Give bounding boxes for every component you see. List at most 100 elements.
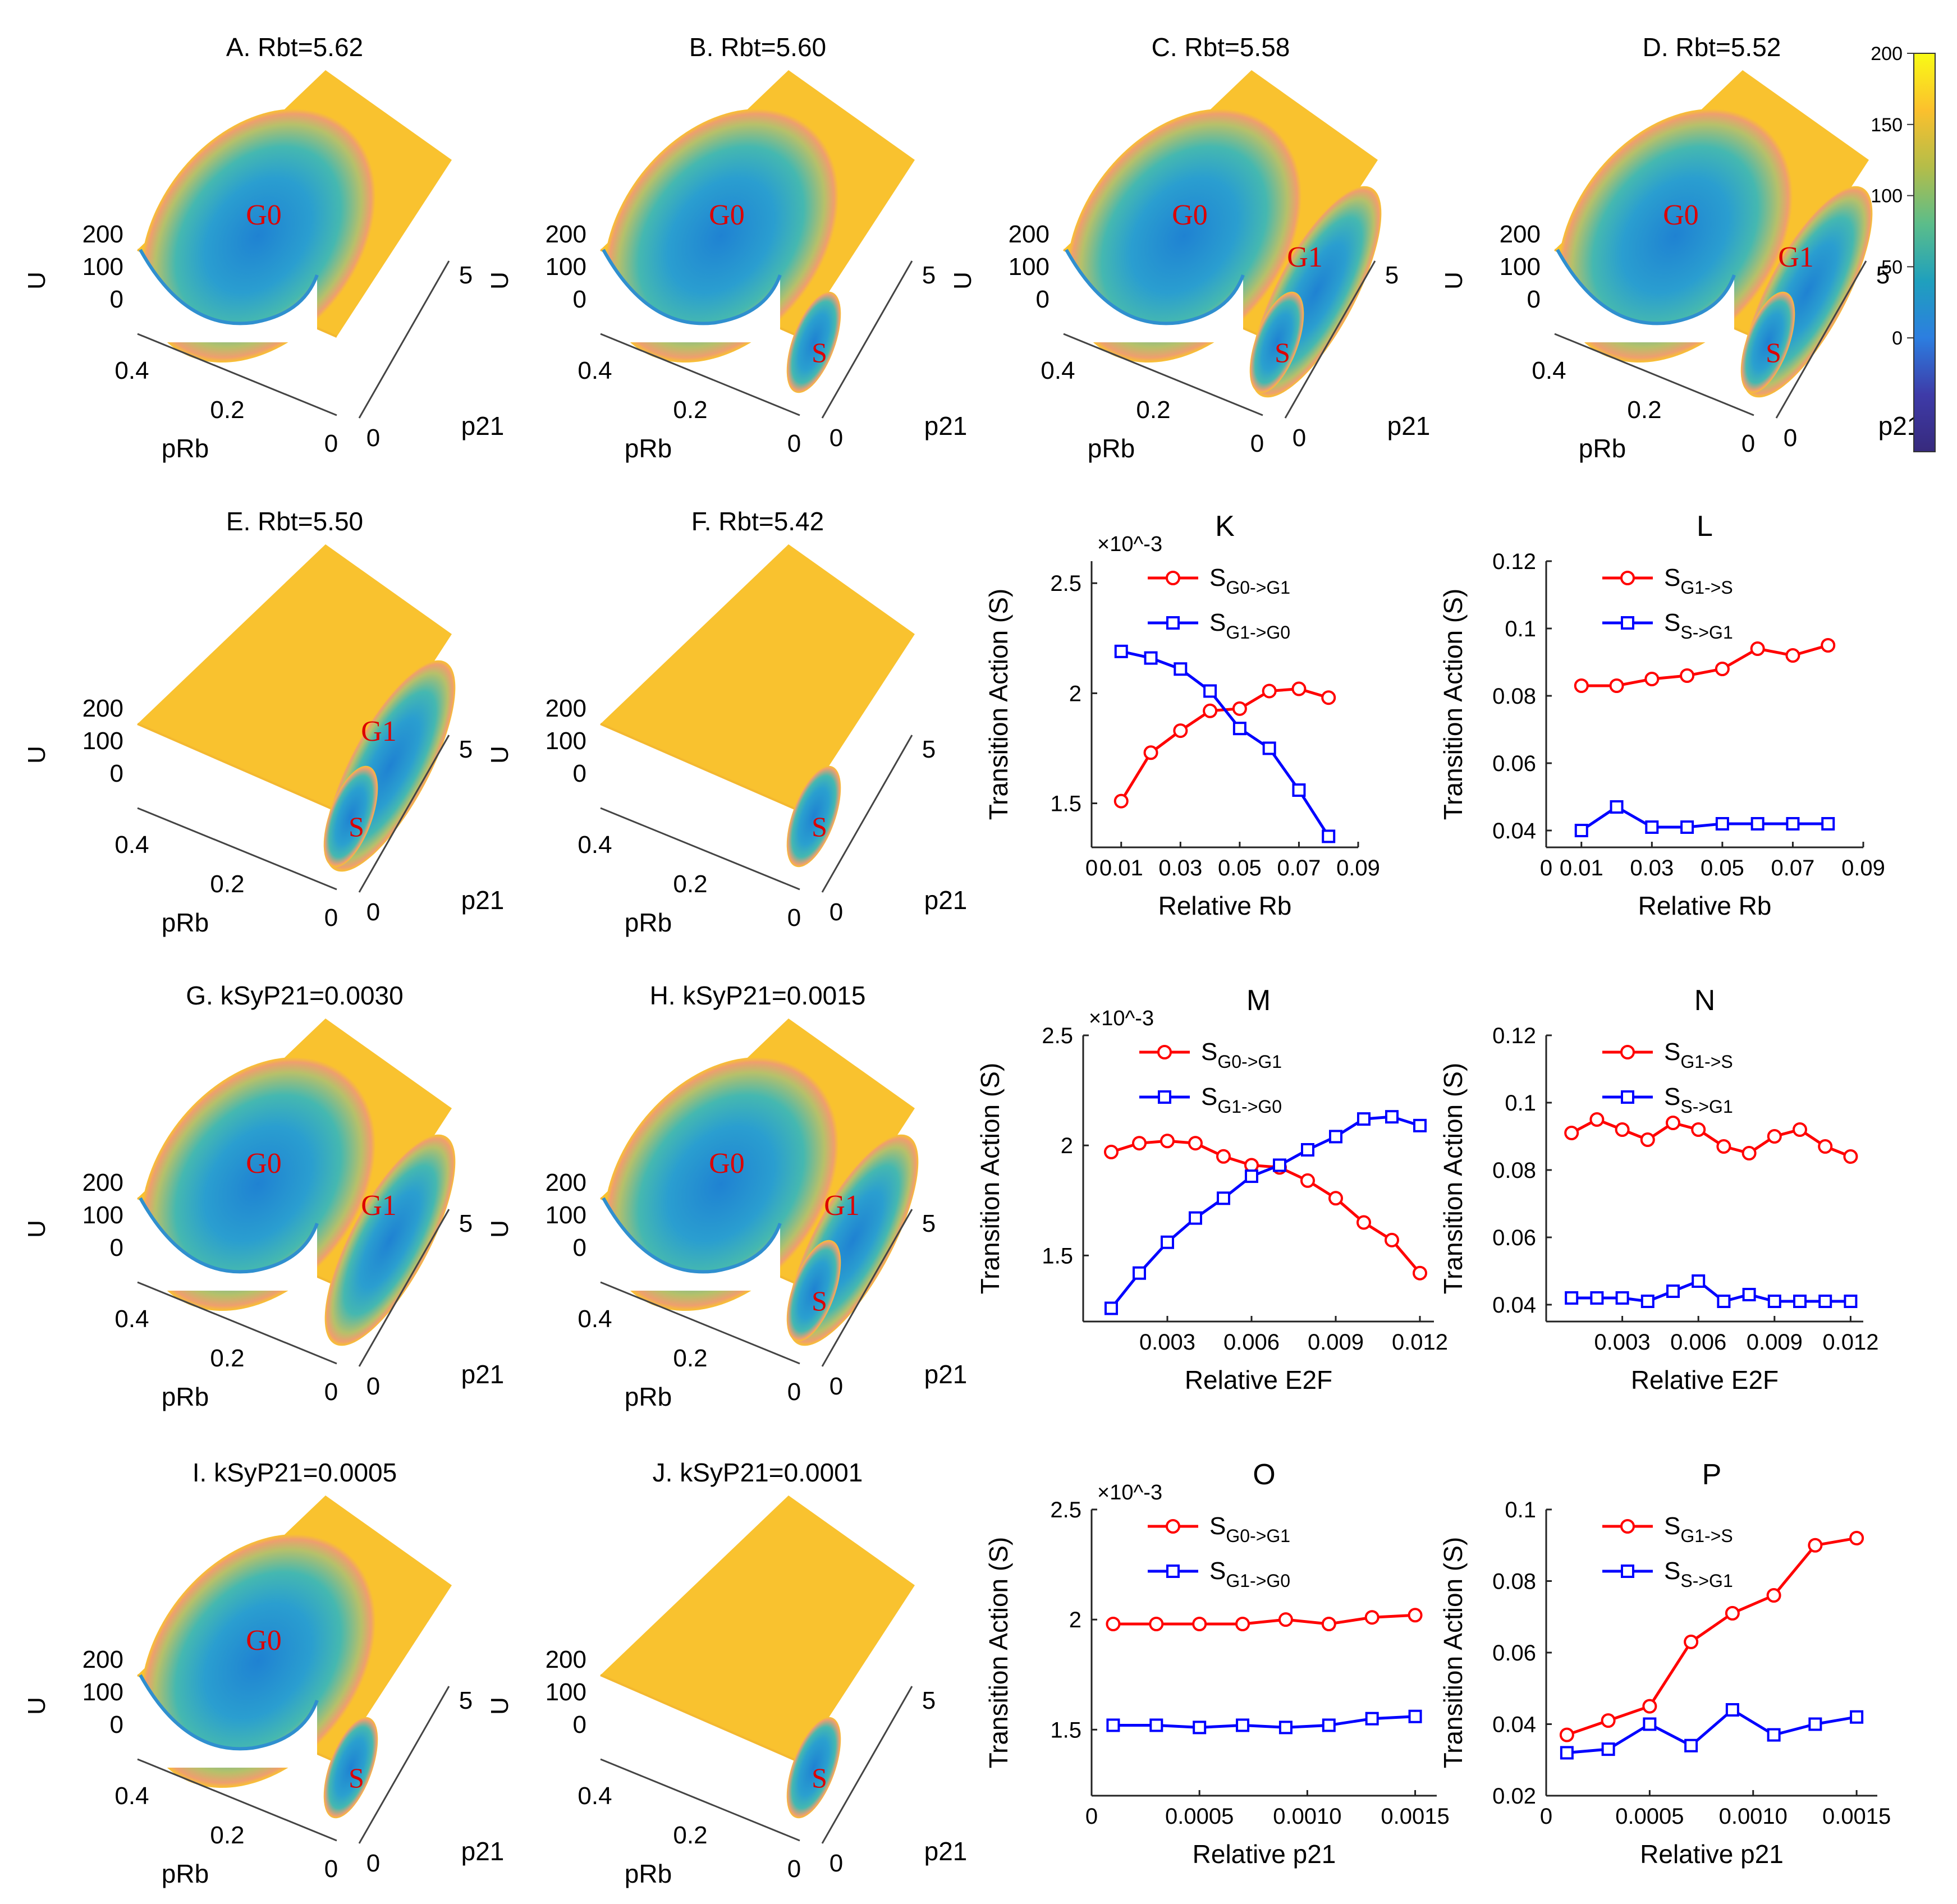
well-profile (1065, 249, 1245, 325)
series-G0->G1 (1106, 1608, 1423, 1631)
legend-marker (1621, 1090, 1634, 1104)
x-tick-label: 0.07 (1771, 856, 1815, 880)
z-axis-label: U (23, 272, 51, 290)
legend-marker (1620, 1045, 1635, 1059)
well-label-G1: G1 (361, 715, 397, 747)
data-point (1106, 1617, 1121, 1631)
y-tick: 5 (922, 261, 936, 289)
data-point (1609, 678, 1624, 693)
y-tick-label: 0.06 (1492, 1226, 1536, 1250)
y-axis-label: p21 (461, 886, 505, 915)
x-tick: 0 (324, 1378, 338, 1406)
legend-entry: SG0->G1 (1148, 564, 1290, 598)
colorbar-tick-label: 100 (1871, 186, 1903, 207)
x-tick: 0 (1250, 430, 1264, 457)
x-tick: 0 (1741, 430, 1755, 457)
panel-title: I. kSyP21=0.0005 (193, 1458, 397, 1487)
legend-marker (1621, 616, 1634, 630)
data-point (1114, 644, 1128, 658)
data-point (1216, 1149, 1231, 1164)
colorbar-tick-label: 200 (1871, 43, 1903, 65)
x-tick: 0 (787, 1855, 801, 1883)
data-point (1364, 1610, 1379, 1625)
series-S->G1 (1574, 800, 1835, 837)
data-point (1278, 1612, 1293, 1627)
y-tick: 5 (459, 1210, 473, 1237)
x-tick: 0 (787, 1378, 801, 1406)
x-axis-label: Relative p21 (1640, 1839, 1784, 1869)
pRb-axis (1063, 333, 1263, 416)
data-point (1160, 1134, 1175, 1149)
y-tick-label: 0.06 (1492, 751, 1536, 776)
z-tick: 0 (1527, 286, 1541, 313)
pRb-axis (1554, 333, 1754, 416)
data-point (1292, 783, 1306, 797)
x-tick-label: 0.006 (1223, 1330, 1280, 1355)
x-tick-label: 0.006 (1670, 1330, 1726, 1355)
well-G0 (1065, 108, 1302, 363)
legend-label: SG1->G0 (1209, 1557, 1290, 1591)
z-tick: 0 (1036, 286, 1049, 313)
z-tick: 0 (573, 1711, 586, 1738)
y-tick: 5 (459, 1687, 473, 1714)
x-tick: 0 (324, 430, 338, 457)
z-axis-label: U (486, 1220, 514, 1238)
legend-marker (1621, 1565, 1634, 1578)
z-tick: 100 (83, 727, 123, 755)
y-axis-label: p21 (924, 1837, 968, 1866)
data-point (1193, 1721, 1207, 1735)
panel-title: A. Rbt=5.62 (226, 33, 363, 62)
well-profile (602, 249, 782, 325)
chart-title: N (1694, 984, 1716, 1017)
data-point (1328, 1191, 1343, 1206)
y-axis-label: Transition Action (S) (1438, 589, 1468, 820)
p21-axis (1775, 260, 1867, 419)
x-tick-label: 0.05 (1701, 856, 1744, 880)
legend-label: SG0->G1 (1209, 1512, 1290, 1546)
data-point (1767, 1129, 1782, 1144)
data-point (1329, 1130, 1342, 1144)
data-point (1236, 1718, 1250, 1732)
chart-L: L 0.04 0.06 0.08 0.1 0.12 0 0.01 0.03 0.05 0.07 0.0… (1438, 510, 1885, 920)
data-point (1357, 1112, 1371, 1126)
data-point (1203, 703, 1218, 718)
colorbar-tick-label: 0 (1892, 328, 1903, 349)
x-tick-label: 0.01 (1560, 856, 1603, 880)
well-G1 (324, 1134, 456, 1346)
legend-entry: SG1->G0 (1148, 609, 1290, 643)
series-G0->G1 (1104, 1134, 1427, 1281)
x-tick: 0.4 (1532, 357, 1566, 384)
data-point (1104, 1301, 1118, 1315)
data-point (1715, 662, 1730, 676)
data-point (1161, 1235, 1174, 1249)
x-axis-label: pRb (625, 1382, 672, 1411)
legend-entry: SG0->G1 (1139, 1038, 1282, 1072)
y-tick-label: 0.1 (1505, 1498, 1536, 1522)
z-tick: 100 (83, 253, 123, 281)
colorbar-bar (1913, 53, 1936, 452)
data-point (1642, 1699, 1657, 1714)
well-S (1249, 291, 1304, 393)
z-tick: 100 (546, 1201, 586, 1229)
data-point (1188, 1136, 1203, 1151)
z-axis-label: U (23, 746, 51, 764)
y-tick-label: 0.1 (1505, 1091, 1536, 1116)
z-tick: 200 (83, 695, 123, 722)
data-point (1821, 817, 1835, 831)
x-tick: 0 (787, 904, 801, 932)
data-point (1843, 1149, 1858, 1164)
data-point (1413, 1118, 1427, 1132)
data-point (1365, 1712, 1379, 1726)
series-G1->S (1564, 1112, 1858, 1164)
data-point (1666, 1116, 1680, 1130)
z-tick: 0 (573, 760, 586, 787)
x-tick-label: 0 (1085, 856, 1098, 880)
y-tick-label: 0.08 (1492, 1570, 1536, 1594)
legend-entry: SS->G1 (1602, 1083, 1733, 1117)
data-point (1601, 1742, 1615, 1756)
colorbar: 200 150 100 50 0 (1871, 43, 1936, 452)
legend-entry: SG1->S (1602, 1038, 1733, 1072)
x-tick: 0.2 (210, 1345, 244, 1372)
well-label-G0: G0 (246, 1148, 282, 1180)
